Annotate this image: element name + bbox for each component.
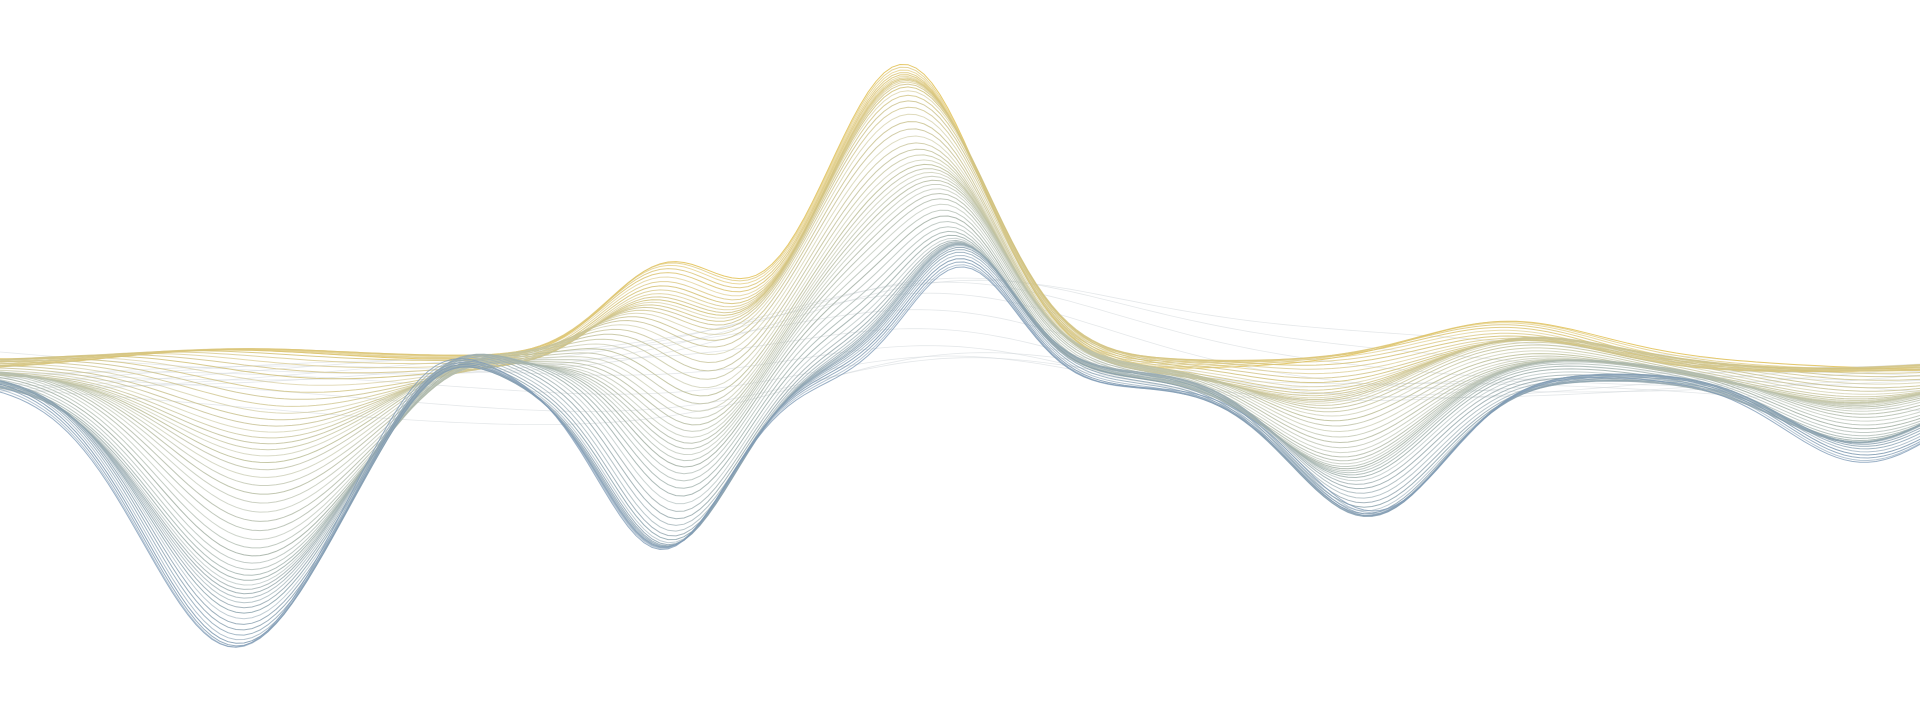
wave-line bbox=[0, 66, 1920, 371]
wave-line bbox=[0, 148, 1920, 445]
wave-line bbox=[0, 163, 1920, 464]
wave-line bbox=[0, 154, 1920, 451]
wave-line bbox=[0, 209, 1920, 549]
wave-line bbox=[0, 179, 1920, 495]
wave-line bbox=[0, 261, 1920, 647]
wave-line bbox=[0, 168, 1920, 471]
wave-line bbox=[0, 215, 1920, 557]
wave-line bbox=[0, 75, 1920, 373]
wave-line bbox=[0, 226, 1920, 571]
wave-line bbox=[0, 159, 1920, 457]
wave-line bbox=[0, 239, 1920, 590]
wave-line bbox=[0, 237, 1920, 586]
wave-line bbox=[0, 72, 1920, 372]
wave-line bbox=[0, 74, 1920, 373]
wave-line bbox=[0, 251, 1920, 636]
wave-line bbox=[0, 244, 1920, 614]
wave-line bbox=[0, 230, 1920, 576]
wave-line bbox=[0, 264, 1920, 648]
wave-line bbox=[0, 234, 1920, 581]
wave-line bbox=[0, 241, 1920, 595]
wave-line bbox=[0, 258, 1920, 644]
wave-line bbox=[0, 220, 1920, 564]
wave-line bbox=[0, 135, 1920, 433]
wave-line bbox=[0, 94, 1920, 393]
wave-line bbox=[0, 245, 1920, 620]
wave-line bbox=[0, 113, 1920, 414]
wave-line bbox=[0, 243, 1920, 609]
wave-line bbox=[0, 128, 1920, 427]
wave-line bbox=[0, 142, 1920, 439]
wave-line bbox=[0, 63, 1920, 370]
wave-line bbox=[0, 121, 1920, 421]
background-strand bbox=[0, 328, 1920, 401]
background-strand bbox=[0, 292, 1920, 393]
wave-line bbox=[0, 83, 1920, 379]
wave-line bbox=[0, 266, 1920, 648]
wave-line bbox=[0, 247, 1920, 625]
wave-line bbox=[0, 81, 1920, 375]
wave-line bbox=[0, 242, 1920, 604]
wave-line bbox=[0, 86, 1920, 383]
wave-line bbox=[0, 90, 1920, 388]
